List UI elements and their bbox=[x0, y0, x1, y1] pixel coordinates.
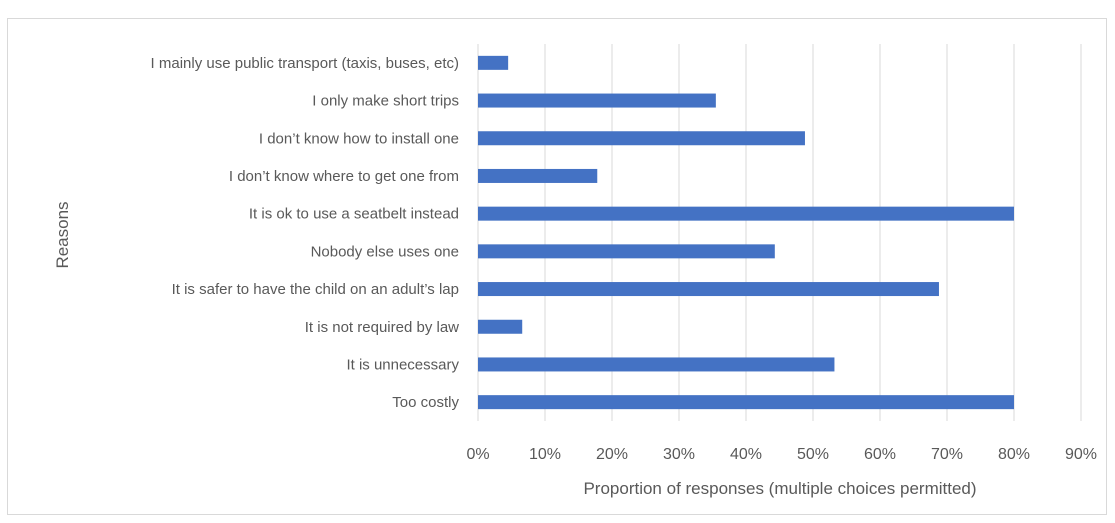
category-label: I don’t know how to install one bbox=[259, 130, 459, 147]
category-label: It is ok to use a seatbelt instead bbox=[249, 206, 459, 223]
bar bbox=[478, 206, 1014, 221]
bar bbox=[478, 282, 939, 297]
category-labels: I mainly use public transport (taxis, bu… bbox=[151, 55, 460, 411]
category-label: Nobody else uses one bbox=[311, 243, 459, 260]
x-tick-label: 40% bbox=[730, 446, 762, 463]
x-tick-label: 60% bbox=[864, 446, 896, 463]
bar bbox=[478, 93, 716, 108]
category-label: I only make short trips bbox=[312, 93, 459, 110]
x-tick-label: 0% bbox=[466, 446, 489, 463]
y-axis-title: Reasons bbox=[53, 201, 72, 268]
category-label: I don’t know where to get one from bbox=[229, 168, 459, 185]
x-axis-title: Proportion of responses (multiple choice… bbox=[583, 479, 976, 498]
category-label: It is unnecessary bbox=[346, 356, 459, 373]
bar bbox=[478, 131, 805, 146]
x-tick-label: 30% bbox=[663, 446, 695, 463]
bar bbox=[478, 395, 1014, 410]
bar bbox=[478, 168, 598, 183]
bar bbox=[478, 357, 835, 372]
x-tick-label: 20% bbox=[596, 446, 628, 463]
category-label: It is safer to have the child on an adul… bbox=[172, 281, 459, 298]
x-tick-labels: 0% 10% 20% 30% 40% 50% 60% 70% 80% 90% bbox=[466, 446, 1097, 463]
category-label: Too costly bbox=[392, 394, 459, 411]
x-tick-label: 10% bbox=[529, 446, 561, 463]
bar bbox=[478, 319, 523, 334]
bar bbox=[478, 244, 775, 259]
x-tick-label: 50% bbox=[797, 446, 829, 463]
x-tick-label: 70% bbox=[931, 446, 963, 463]
category-label: It is not required by law bbox=[305, 319, 459, 336]
x-tick-label: 80% bbox=[998, 446, 1030, 463]
bars bbox=[478, 55, 1014, 410]
category-label: I mainly use public transport (taxis, bu… bbox=[151, 55, 459, 72]
bar bbox=[478, 55, 509, 70]
x-tick-label: 90% bbox=[1065, 446, 1097, 463]
